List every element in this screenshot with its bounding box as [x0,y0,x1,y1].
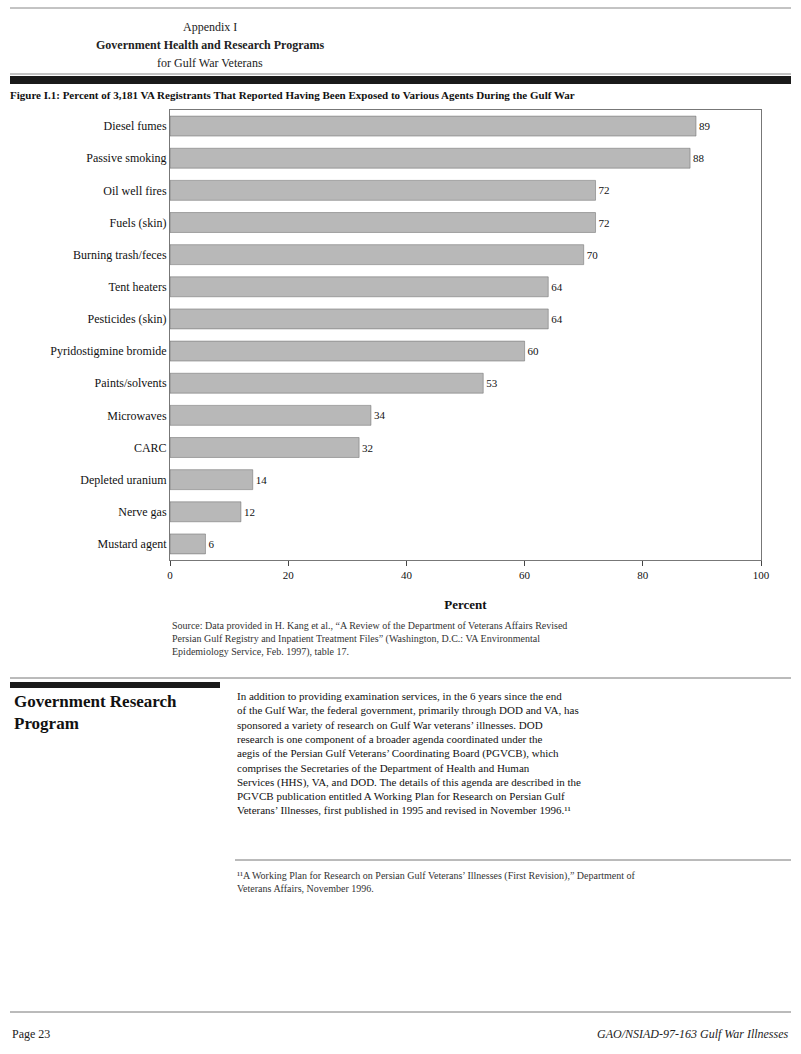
svg-text:88: 88 [693,152,705,164]
svg-text:80: 80 [637,569,649,581]
svg-text:Depleted uranium: Depleted uranium [80,473,167,487]
svg-text:Figure I.1: Percent of 3,181 V: Figure I.1: Percent of 3,181 VA Registra… [10,89,575,101]
svg-text:Source: Data provided in H. Ka: Source: Data provided in H. Kang et al.,… [172,620,567,658]
svg-text:53: 53 [486,377,498,389]
svg-text:64: 64 [551,281,563,293]
svg-text:70: 70 [587,249,599,261]
svg-text:89: 89 [699,120,711,132]
svg-text:Page 23: Page 23 [12,1027,50,1041]
svg-text:64: 64 [551,313,563,325]
svg-text:Government Health and Research: Government Health and Research Programs [96,38,325,52]
svg-text:for Gulf War Veterans: for Gulf War Veterans [157,56,263,70]
svg-text:Mustard agent: Mustard agent [98,537,168,551]
svg-text:¹¹A Working Plan for Research: ¹¹A Working Plan for Research on Persian… [237,870,636,894]
svg-text:Burning trash/feces: Burning trash/feces [73,248,167,262]
svg-text:Paints/solvents: Paints/solvents [95,376,167,390]
svg-text:6: 6 [208,538,214,550]
svg-text:Pesticides (skin): Pesticides (skin) [88,312,167,326]
svg-text:12: 12 [244,506,255,518]
svg-text:Percent: Percent [444,597,487,612]
svg-text:Diesel fumes: Diesel fumes [104,119,167,133]
svg-text:CARC: CARC [134,441,167,455]
svg-text:Microwaves: Microwaves [107,409,167,423]
svg-text:20: 20 [283,569,295,581]
svg-text:32: 32 [362,442,373,454]
svg-text:GAO/NSIAD-97-163 Gulf War Illn: GAO/NSIAD-97-163 Gulf War Illnesses [597,1027,789,1041]
svg-text:Appendix I: Appendix I [183,20,237,34]
svg-text:Fuels (skin): Fuels (skin) [110,216,167,230]
svg-text:0: 0 [167,569,173,581]
svg-text:Nerve gas: Nerve gas [118,505,167,519]
svg-text:Pyridostigmine bromide: Pyridostigmine bromide [50,344,166,358]
svg-text:34: 34 [374,409,386,421]
svg-text:72: 72 [599,217,610,229]
svg-text:Passive smoking: Passive smoking [86,151,166,165]
svg-text:60: 60 [528,345,540,357]
svg-text:60: 60 [519,569,531,581]
svg-text:72: 72 [599,184,610,196]
svg-text:14: 14 [256,474,268,486]
svg-text:In addition to providing exami: In addition to providing examination ser… [237,690,581,816]
svg-text:Oil well fires: Oil well fires [103,184,167,198]
svg-text:40: 40 [401,569,413,581]
svg-text:Government ResearchProgram: Government ResearchProgram [14,692,177,733]
svg-text:Tent heaters: Tent heaters [108,280,166,294]
svg-text:100: 100 [753,569,770,581]
